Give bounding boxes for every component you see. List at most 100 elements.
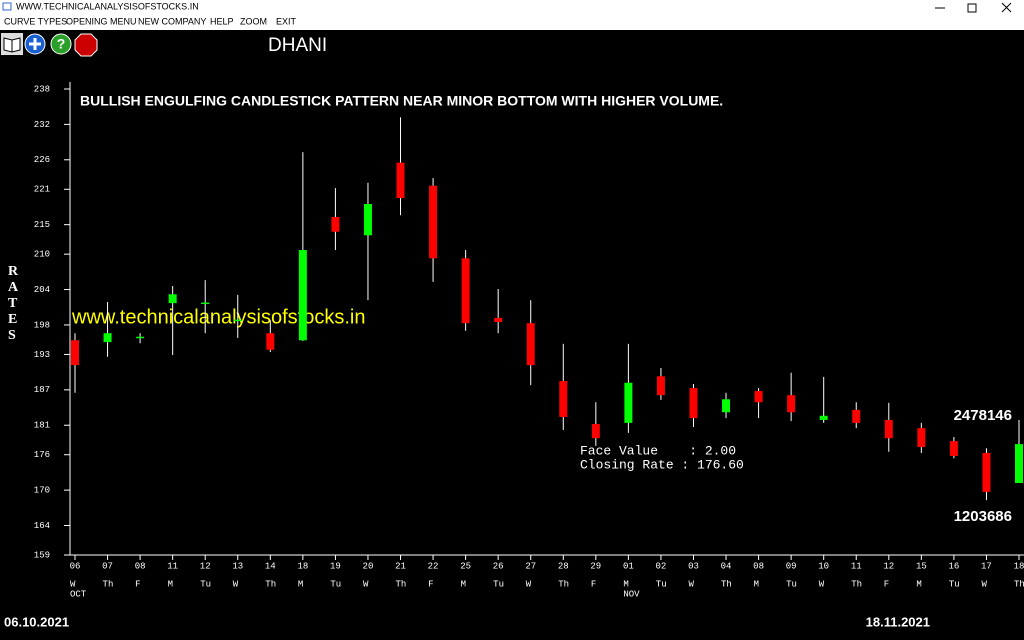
weekday-label: Tu: [330, 579, 341, 589]
candle-body: [852, 409, 861, 423]
x-tick-label: 10: [818, 561, 829, 571]
end-date: 18.11.2021: [866, 614, 930, 629]
y-tick-label: 181: [34, 421, 50, 431]
x-tick-label: 13: [232, 561, 243, 571]
weekday-label: Tu: [493, 579, 504, 589]
x-tick-label: 07: [102, 561, 113, 571]
weekday-label: M: [298, 579, 303, 589]
candle-body: [461, 258, 470, 324]
x-tick-label: 03: [688, 561, 699, 571]
menu-item[interactable]: CURVE TYPES: [4, 16, 67, 26]
weekday-label: Tu: [786, 579, 797, 589]
window-title: WWW.TECHNICALANALYSISOFSTOCKS.IN: [16, 1, 199, 11]
y-tick-label: 215: [34, 220, 50, 230]
candle-body: [884, 419, 893, 439]
x-tick-label: 06: [70, 561, 81, 571]
help-button[interactable]: [50, 33, 72, 55]
menu-item[interactable]: EXIT: [276, 16, 297, 26]
x-tick-label: 21: [395, 561, 406, 571]
x-tick-label: 16: [948, 561, 959, 571]
candle-body: [591, 424, 600, 439]
y-tick-label: 232: [34, 120, 50, 130]
y-tick-label: 193: [34, 350, 50, 360]
x-tick-label: 15: [916, 561, 927, 571]
weekday-label: F: [591, 579, 596, 589]
month-label: NOV: [623, 589, 640, 599]
y-tick-label: 170: [34, 485, 50, 495]
candle-body: [136, 336, 145, 339]
book-icon: [3, 37, 21, 53]
x-tick-label: 11: [167, 561, 178, 571]
x-tick-label: 27: [525, 561, 536, 571]
candle-body: [266, 333, 275, 350]
menu-item[interactable]: NEW COMPANY: [138, 16, 206, 26]
weekday-label: M: [461, 579, 466, 589]
month-label: OCT: [70, 589, 87, 599]
weekday-label: M: [916, 579, 921, 589]
stop-button[interactable]: [74, 33, 98, 57]
x-tick-label: 25: [460, 561, 471, 571]
candle-body: [917, 428, 926, 448]
menu-item[interactable]: ZOOM: [240, 16, 267, 26]
weekday-label: Th: [851, 579, 862, 589]
x-tick-label: 08: [753, 561, 764, 571]
title-bar: [0, 0, 1024, 30]
candle-body: [526, 323, 535, 366]
y-tick-label: 204: [34, 285, 50, 295]
weekday-label: W: [233, 579, 239, 589]
weekday-label: Th: [103, 579, 114, 589]
y-tick-label: 238: [34, 84, 50, 94]
weekday-label: Th: [558, 579, 569, 589]
closing-rate: Closing Rate : 176.60: [580, 457, 744, 472]
restore-button[interactable]: [967, 3, 977, 13]
x-tick-label: 17: [981, 561, 992, 571]
app-icon: [2, 2, 12, 11]
weekday-label: W: [688, 579, 694, 589]
candle-body: [331, 217, 340, 232]
x-tick-label: 26: [493, 561, 504, 571]
candle-body: [949, 441, 958, 456]
start-date: 06.10.2021: [4, 614, 69, 629]
x-tick-label: 14: [265, 561, 276, 571]
weekday-label: Th: [1014, 579, 1024, 589]
candle-body: [754, 391, 763, 403]
face-value: Face Value : 2.00: [580, 443, 736, 458]
x-tick-label: 02: [656, 561, 667, 571]
candle-body: [494, 317, 503, 322]
weekday-label: M: [754, 579, 759, 589]
help-icon: ?: [57, 36, 66, 52]
pattern-annotation: BULLISH ENGULFING CANDLESTICK PATTERN NE…: [80, 93, 723, 109]
y-tick-label: 164: [34, 521, 50, 531]
plus-icon: [29, 38, 41, 50]
menu-item[interactable]: OPENING MENU: [66, 16, 137, 26]
x-tick-label: 04: [721, 561, 732, 571]
weekday-label: F: [135, 579, 140, 589]
x-tick-label: 18: [1014, 561, 1024, 571]
candle-body: [201, 302, 210, 305]
x-tick-label: 29: [590, 561, 601, 571]
x-tick-label: 08: [135, 561, 146, 571]
x-tick-label: 09: [786, 561, 797, 571]
toolbar: ?: [1, 33, 98, 57]
weekday-label: Th: [396, 579, 407, 589]
weekday-label: F: [884, 579, 889, 589]
candle-body: [233, 319, 242, 322]
candle-body: [71, 340, 79, 366]
weekday-label: Tu: [949, 579, 960, 589]
menu-item[interactable]: HELP: [210, 16, 234, 26]
chart-area: [0, 30, 1024, 640]
candle-body: [363, 204, 372, 236]
y-tick-label: 226: [34, 155, 50, 165]
candle-body: [559, 380, 568, 417]
candle-body: [624, 382, 633, 423]
candle-body: [396, 162, 405, 199]
x-tick-label: 18: [297, 561, 308, 571]
close-button[interactable]: [1001, 2, 1012, 13]
y-tick-label: 221: [34, 185, 50, 195]
x-tick-label: 22: [428, 561, 439, 571]
candle-body: [1015, 444, 1023, 484]
y-tick-label: 159: [34, 550, 50, 560]
